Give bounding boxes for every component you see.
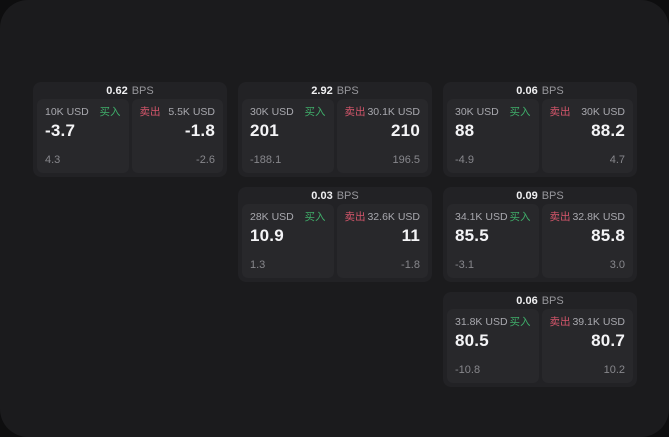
spread-value: 0.62 bbox=[106, 84, 128, 97]
buy-delta: -3.1 bbox=[455, 259, 474, 271]
spread-unit: BPS bbox=[336, 84, 359, 97]
buy-amount: 10K USD bbox=[45, 106, 89, 118]
spread-value: 0.06 bbox=[516, 294, 538, 307]
quote-panels: 30K USD 买入 88 -4.9 卖出 30K USD 88.2 4.7 bbox=[447, 99, 633, 173]
quote-card-1: 2.92 BPS 30K USD 买入 201 -188.1 卖出 30.1K … bbox=[238, 82, 432, 177]
quote-card-3: 0.03 BPS 28K USD 买入 10.9 1.3 卖出 32.6K US… bbox=[238, 187, 432, 282]
buy-panel[interactable]: 30K USD 买入 201 -188.1 bbox=[242, 99, 334, 173]
buy-side-label: 买入 bbox=[509, 316, 531, 328]
sell-amount: 30K USD bbox=[581, 106, 625, 118]
sell-delta: 4.7 bbox=[609, 154, 625, 166]
quote-panels: 34.1K USD 买入 85.5 -3.1 卖出 32.8K USD 85.8… bbox=[447, 204, 633, 278]
buy-side-label: 买入 bbox=[509, 211, 531, 223]
spread-unit: BPS bbox=[541, 84, 564, 97]
buy-panel[interactable]: 10K USD 买入 -3.7 4.3 bbox=[37, 99, 129, 173]
sell-price: -1.8 bbox=[184, 121, 215, 140]
buy-price: 85.5 bbox=[455, 226, 489, 245]
quote-card-0: 0.62 BPS 10K USD 买入 -3.7 4.3 卖出 5.5K USD bbox=[33, 82, 227, 177]
sell-delta: 10.2 bbox=[603, 364, 625, 376]
sell-panel[interactable]: 卖出 39.1K USD 80.7 10.2 bbox=[541, 309, 633, 383]
sell-delta: 196.5 bbox=[392, 154, 420, 166]
spread-unit: BPS bbox=[541, 294, 564, 307]
buy-amount: 30K USD bbox=[250, 106, 294, 118]
buy-side-label: 买入 bbox=[304, 211, 326, 223]
buy-panel[interactable]: 31.8K USD 买入 80.5 -10.8 bbox=[447, 309, 539, 383]
sell-side-label: 卖出 bbox=[549, 316, 571, 328]
buy-side-label: 买入 bbox=[99, 106, 121, 118]
sell-delta: -1.8 bbox=[401, 259, 420, 271]
buy-amount: 34.1K USD bbox=[455, 211, 508, 223]
quote-panels: 10K USD 买入 -3.7 4.3 卖出 5.5K USD -1.8 -2.… bbox=[37, 99, 223, 173]
sell-panel[interactable]: 卖出 30K USD 88.2 4.7 bbox=[541, 99, 633, 173]
spread-header: 0.03 BPS bbox=[242, 187, 428, 204]
sell-price: 88.2 bbox=[591, 121, 625, 140]
spread-value: 0.03 bbox=[311, 189, 333, 202]
sell-side-label: 卖出 bbox=[344, 211, 366, 223]
sell-side-label: 卖出 bbox=[344, 106, 366, 118]
sell-price: 11 bbox=[401, 226, 420, 245]
quote-panels: 30K USD 买入 201 -188.1 卖出 30.1K USD 210 1… bbox=[242, 99, 428, 173]
sell-amount: 5.5K USD bbox=[168, 106, 215, 118]
buy-side-label: 买入 bbox=[509, 106, 531, 118]
spread-value: 2.92 bbox=[311, 84, 333, 97]
spread-header: 0.62 BPS bbox=[37, 82, 223, 99]
quote-panels: 28K USD 买入 10.9 1.3 卖出 32.6K USD 11 -1.8 bbox=[242, 204, 428, 278]
spread-header: 0.09 BPS bbox=[447, 187, 633, 204]
spread-unit: BPS bbox=[336, 189, 359, 202]
quote-card-grid: 0.62 BPS 10K USD 买入 -3.7 4.3 卖出 5.5K USD bbox=[33, 82, 637, 387]
sell-side-label: 卖出 bbox=[549, 106, 571, 118]
spread-header: 2.92 BPS bbox=[242, 82, 428, 99]
buy-panel[interactable]: 28K USD 买入 10.9 1.3 bbox=[242, 204, 334, 278]
sell-price: 85.8 bbox=[591, 226, 625, 245]
spread-unit: BPS bbox=[541, 189, 564, 202]
spread-value: 0.06 bbox=[516, 84, 538, 97]
sell-amount: 32.6K USD bbox=[367, 211, 420, 223]
buy-amount: 30K USD bbox=[455, 106, 499, 118]
sell-price: 210 bbox=[391, 121, 420, 140]
buy-panel[interactable]: 34.1K USD 买入 85.5 -3.1 bbox=[447, 204, 539, 278]
sell-panel[interactable]: 卖出 32.6K USD 11 -1.8 bbox=[336, 204, 428, 278]
buy-delta: -188.1 bbox=[250, 154, 282, 166]
sell-panel[interactable]: 卖出 32.8K USD 85.8 3.0 bbox=[541, 204, 633, 278]
sell-panel[interactable]: 卖出 5.5K USD -1.8 -2.6 bbox=[131, 99, 223, 173]
quote-card-5: 0.06 BPS 31.8K USD 买入 80.5 -10.8 卖出 39.1… bbox=[443, 292, 637, 387]
sell-delta: -2.6 bbox=[196, 154, 215, 166]
buy-delta: 1.3 bbox=[250, 259, 266, 271]
buy-price: 10.9 bbox=[250, 226, 284, 245]
spread-unit: BPS bbox=[131, 84, 154, 97]
sell-panel[interactable]: 卖出 30.1K USD 210 196.5 bbox=[336, 99, 428, 173]
spread-header: 0.06 BPS bbox=[447, 82, 633, 99]
buy-panel[interactable]: 30K USD 买入 88 -4.9 bbox=[447, 99, 539, 173]
buy-price: 88 bbox=[455, 121, 475, 140]
sell-side-label: 卖出 bbox=[139, 106, 161, 118]
buy-side-label: 买入 bbox=[304, 106, 326, 118]
sell-amount: 39.1K USD bbox=[572, 316, 625, 328]
buy-delta: 4.3 bbox=[45, 154, 61, 166]
sell-delta: 3.0 bbox=[609, 259, 625, 271]
quote-card-2: 0.06 BPS 30K USD 买入 88 -4.9 卖出 30K USD bbox=[443, 82, 637, 177]
buy-delta: -4.9 bbox=[455, 154, 474, 166]
buy-amount: 28K USD bbox=[250, 211, 294, 223]
buy-price: 201 bbox=[250, 121, 279, 140]
buy-price: -3.7 bbox=[45, 121, 76, 140]
buy-delta: -10.8 bbox=[455, 364, 481, 376]
sell-side-label: 卖出 bbox=[549, 211, 571, 223]
quote-panels: 31.8K USD 买入 80.5 -10.8 卖出 39.1K USD 80.… bbox=[447, 309, 633, 383]
quote-card-4: 0.09 BPS 34.1K USD 买入 85.5 -3.1 卖出 32.8K… bbox=[443, 187, 637, 282]
spread-value: 0.09 bbox=[516, 189, 538, 202]
buy-amount: 31.8K USD bbox=[455, 316, 508, 328]
spread-header: 0.06 BPS bbox=[447, 292, 633, 309]
sell-price: 80.7 bbox=[591, 331, 625, 350]
sell-amount: 30.1K USD bbox=[367, 106, 420, 118]
buy-price: 80.5 bbox=[455, 331, 489, 350]
sell-amount: 32.8K USD bbox=[572, 211, 625, 223]
